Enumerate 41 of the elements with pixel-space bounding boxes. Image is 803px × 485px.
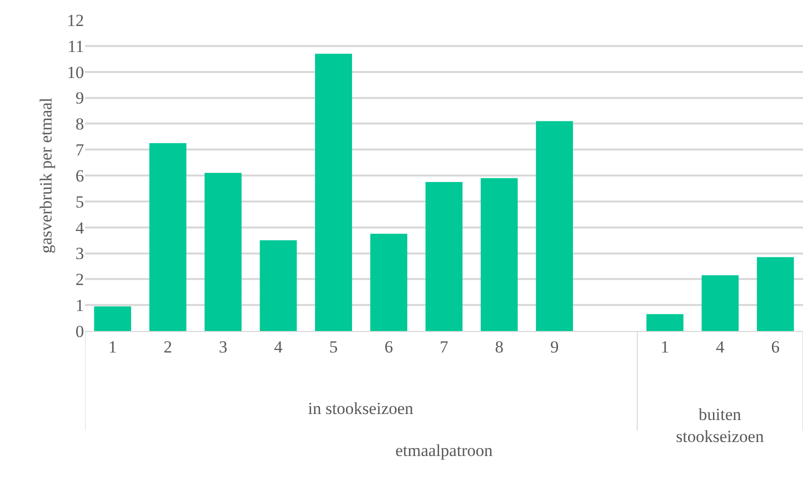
x-tick-label: 5 [329,337,338,356]
y-tick-label: 2 [76,270,84,290]
x-tick-label: 7 [440,337,449,356]
y-tick-label: 12 [67,10,84,30]
bar [646,314,684,331]
text: buiten stookseizoen [676,405,764,446]
x-tick-label: 1 [660,337,670,356]
x-tick-label: 2 [164,337,172,356]
x-axis-title: etmaalpatroon [395,440,494,460]
y-tick-label: 8 [76,114,84,134]
bar [204,172,242,331]
bar [702,275,739,331]
bar [149,143,186,331]
bar [426,182,462,331]
y-tick-label: 9 [76,88,84,108]
bar [94,306,132,331]
y-tick-label: 11 [68,36,84,56]
x-tick-label: 6 [771,337,780,356]
bar [315,54,352,331]
x-tick-label: 3 [218,337,228,356]
bar [756,257,794,331]
bar [536,121,573,331]
y-tick-label: 4 [76,218,84,238]
y-tick-label: 1 [76,296,84,316]
x-tick-label: 4 [274,337,284,356]
bar [370,234,408,331]
y-tick-label: 7 [76,140,84,160]
text: in stookseizoen [308,399,414,418]
y-tick-label: 5 [76,192,84,212]
x-tick-label: 4 [716,337,725,356]
y-tick-label: 6 [76,166,84,186]
x-tick-label: 8 [494,337,504,356]
y-tick-label: 3 [76,244,84,264]
bar [260,240,297,331]
x-tick-label: 6 [384,337,394,356]
y-tick-label: 10 [67,62,84,82]
x-tick-label: 9 [550,337,559,356]
bar [480,178,518,331]
y-axis-title: gasverbruik per etmaal [36,97,56,254]
y-tick-label: 0 [76,322,84,341]
x-tick-label: 1 [108,337,117,356]
